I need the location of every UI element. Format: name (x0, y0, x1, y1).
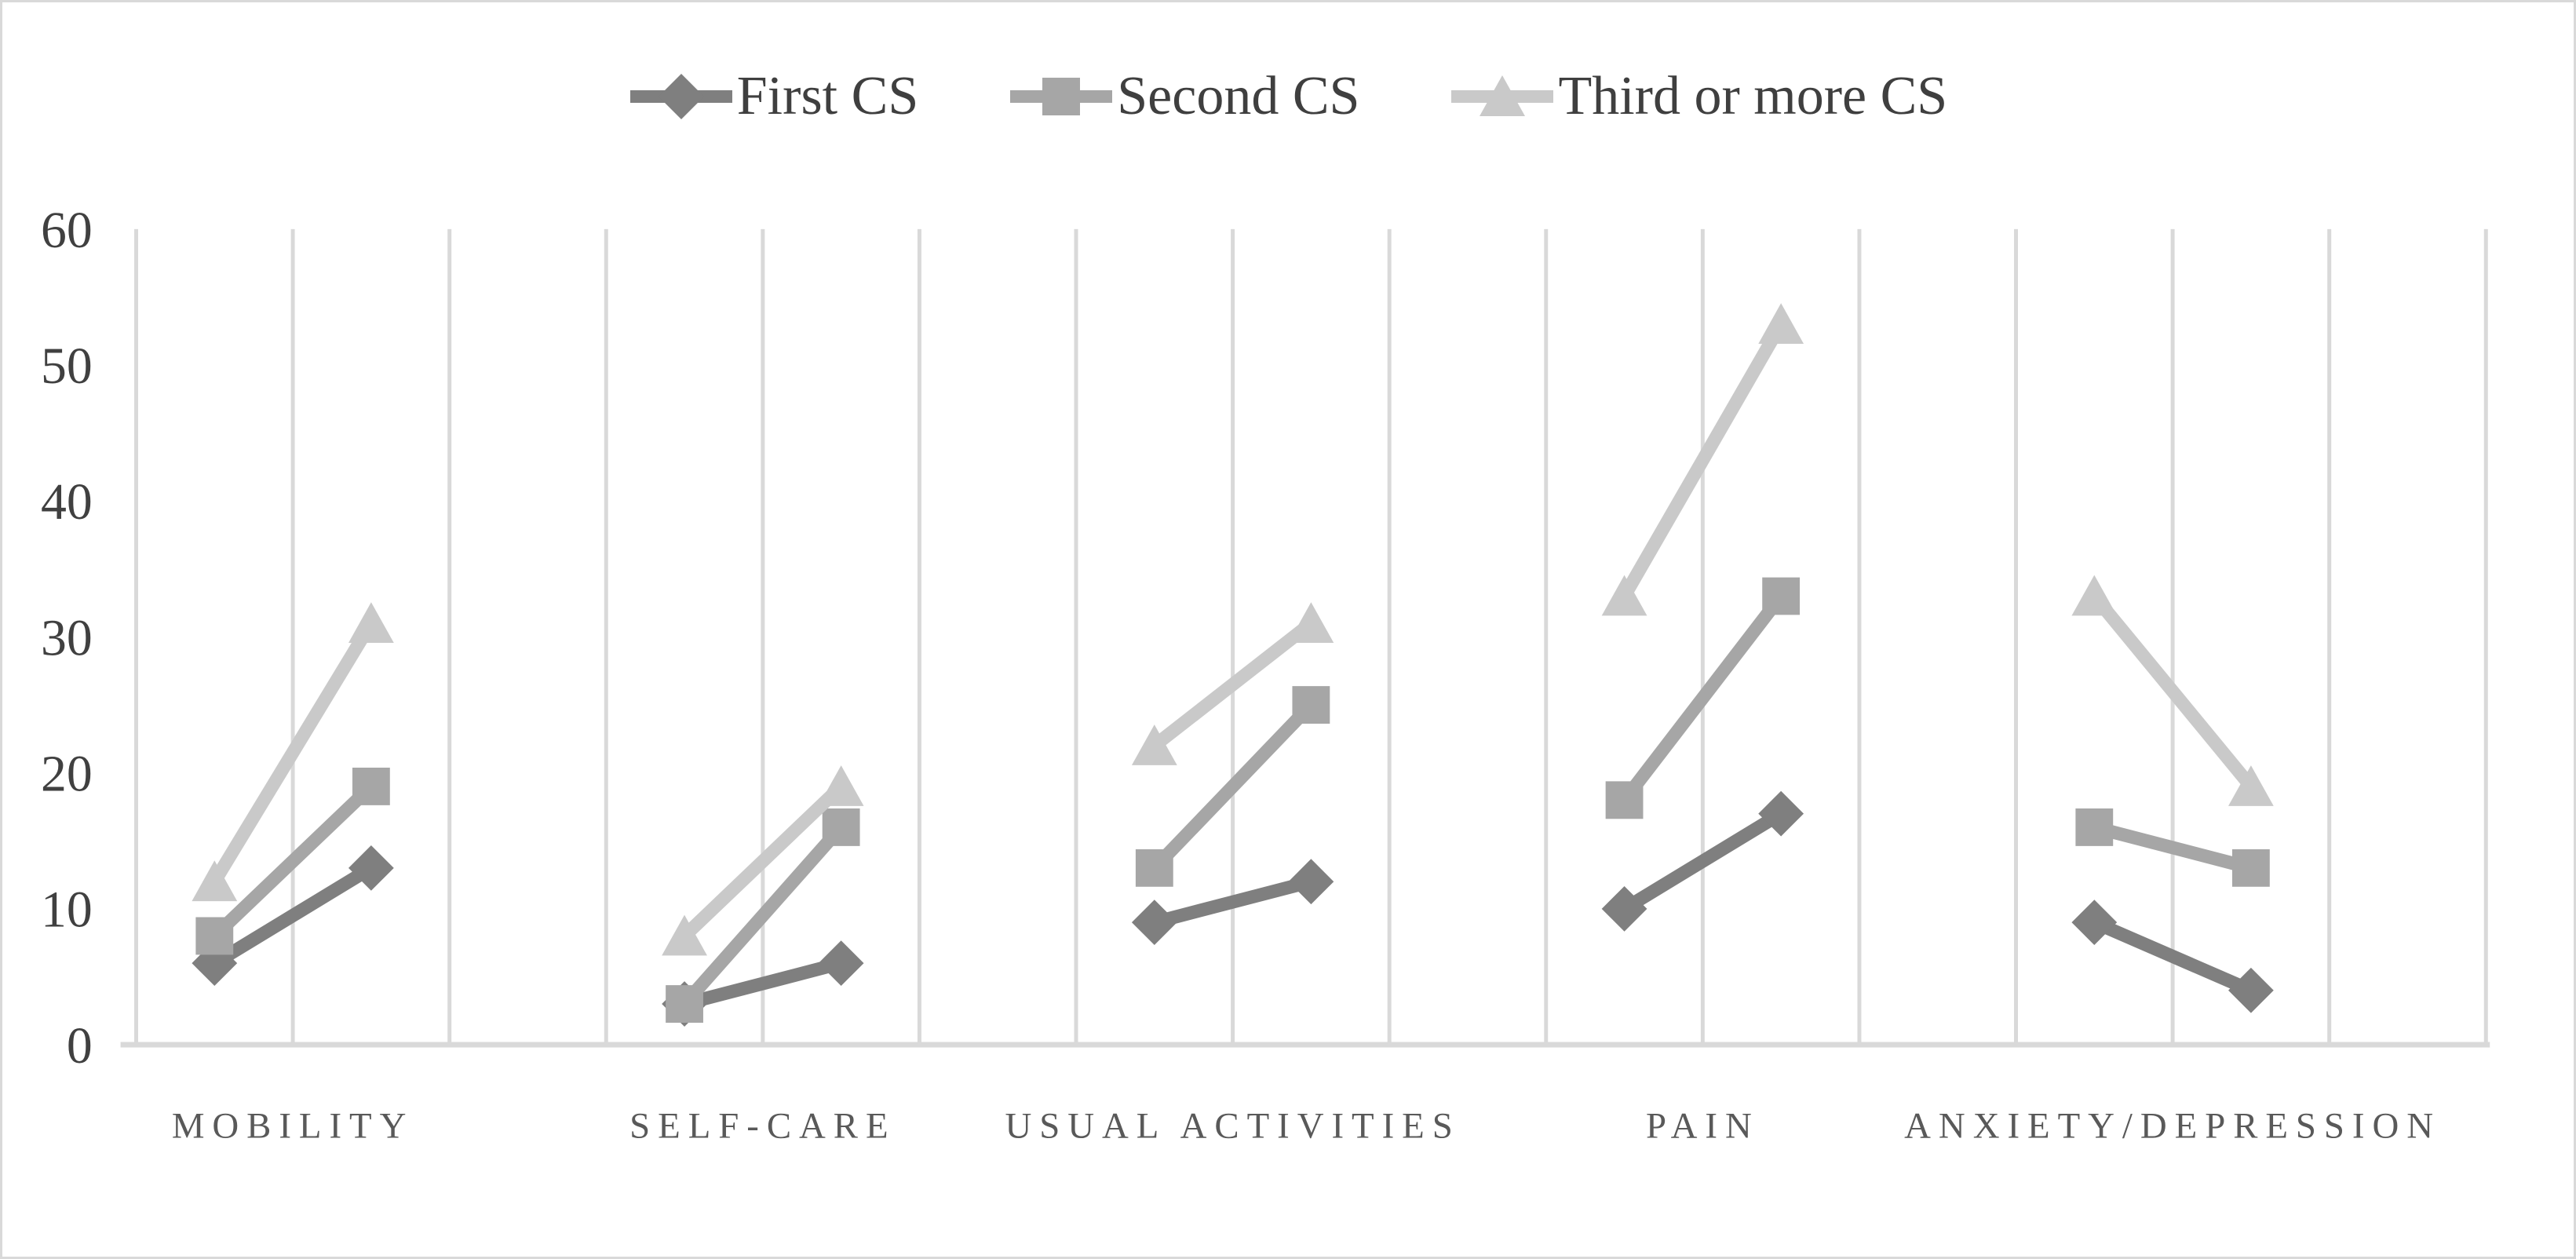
vertical-gridlines (134, 228, 2488, 1046)
diamond-legend-marker-icon (629, 74, 732, 119)
y-tick-label: 30 (41, 609, 93, 666)
square-marker (352, 768, 390, 805)
diamond-marker (348, 845, 394, 891)
category-label: ANXIETY/DEPRESSION (1904, 1106, 2441, 1147)
legend-label: Third or more CS (1558, 66, 1948, 126)
y-tick-label: 40 (41, 473, 93, 531)
series-first-cs (192, 790, 2274, 1027)
series-segment (680, 781, 846, 941)
triangle-marker (1131, 724, 1177, 765)
square-marker (195, 917, 234, 955)
legend-label: Second CS (1117, 66, 1360, 126)
square-marker (2231, 848, 2270, 887)
y-tick-label: 60 (41, 202, 93, 259)
series-segment (209, 619, 378, 885)
triangle-marker (818, 765, 864, 806)
square-legend-marker-icon (1010, 78, 1113, 115)
triangle-legend-marker-icon (1451, 75, 1554, 116)
diamond-marker (2228, 967, 2274, 1013)
legend-item-third-or-more-cs: Third or more CS (1450, 65, 1947, 128)
square-marker (666, 985, 703, 1023)
series-segment (2093, 820, 2253, 875)
diamond-marker (1288, 859, 1334, 905)
legend-label: First CS (736, 66, 919, 126)
series-segment (2091, 916, 2254, 997)
triangle-marker (662, 914, 707, 956)
square-marker (822, 808, 860, 846)
triangle-marker (2071, 575, 2118, 616)
y-tick-label: 50 (41, 338, 93, 395)
series-segment (1618, 592, 1786, 805)
square-marker (2075, 808, 2114, 846)
series-second-cs (195, 577, 2270, 1023)
series-segment (1149, 700, 1316, 873)
diamond-marker (818, 940, 864, 986)
triangle-marker (348, 602, 394, 644)
square-marker (1135, 848, 1173, 887)
series-segment (1618, 320, 1787, 600)
triangle-marker (2228, 765, 2274, 806)
triangle-marker (1288, 602, 1334, 644)
series-segment (210, 862, 375, 969)
category-label: PAIN (1646, 1106, 1760, 1147)
diamond-marker (2071, 900, 2118, 946)
y-tick-label: 0 (67, 1017, 93, 1075)
diamond-marker (1758, 790, 1804, 837)
series-third-or-more-cs (192, 303, 2274, 956)
series-segment (2089, 592, 2257, 791)
square-marker (1605, 781, 1644, 819)
y-tick-label: 10 (41, 881, 93, 939)
triangle-marker (192, 860, 238, 902)
triangle-marker (1758, 303, 1804, 345)
category-label: MOBILITY (172, 1106, 414, 1147)
chart-legend: First CS Second CS Third or more CS (2, 65, 2574, 128)
series-segment (1152, 874, 1313, 929)
diamond-marker (1601, 885, 1647, 932)
series-segment (682, 956, 843, 1011)
series-segment (1150, 618, 1315, 751)
series-segment (1621, 808, 1785, 915)
square-marker (1292, 686, 1330, 724)
legend-item-first-cs: First CS (629, 65, 919, 128)
y-axis-tick-labels: 0 10 20 30 40 50 60 (41, 202, 93, 1075)
legend-item-second-cs: Second CS (1009, 65, 1359, 128)
triangle-marker (1601, 575, 1647, 616)
y-tick-label: 20 (41, 746, 93, 803)
series-segment (210, 781, 376, 941)
diamond-marker (1131, 900, 1177, 946)
square-marker (1762, 577, 1801, 615)
x-axis-category-labels: MOBILITY SELF-CARE USUAL ACTIVITIES PAIN ANX… (172, 1106, 2441, 1147)
category-label: SELF-CARE (629, 1106, 896, 1147)
category-label: USUAL ACTIVITIES (1005, 1106, 1460, 1147)
series-segment (679, 823, 846, 1009)
